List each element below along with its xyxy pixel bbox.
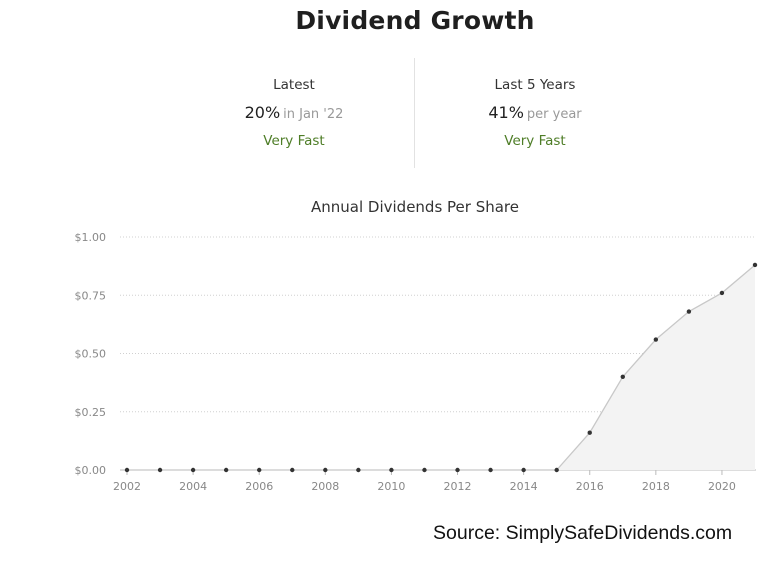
data-point xyxy=(422,467,427,473)
stat-last5-value-row: 41% per year xyxy=(415,103,655,122)
data-point xyxy=(323,467,328,473)
chart-title: Annual Dividends Per Share xyxy=(311,198,519,216)
stats-panel: Latest 20% in Jan '22 Very Fast Last 5 Ye… xyxy=(174,58,656,168)
data-point xyxy=(554,467,559,473)
x-tick-label: 2008 xyxy=(311,480,339,493)
data-point xyxy=(124,467,130,473)
y-tick-label: $0.00 xyxy=(75,464,107,477)
y-tick-label: $0.50 xyxy=(75,348,107,361)
x-tick-label: 2012 xyxy=(444,480,472,493)
stat-latest-label: Latest xyxy=(273,77,315,93)
data-point xyxy=(620,374,625,379)
stat-last5-suffix: per year xyxy=(526,107,582,122)
data-point xyxy=(752,262,758,268)
x-tick-label: 2016 xyxy=(576,480,604,493)
page-title: Dividend Growth xyxy=(295,6,535,35)
dividends-chart: $0.00 $0.25 $0.50 $0.75 $1.00 2002 2004 2006 200… xyxy=(75,231,758,493)
x-tick-label: 2010 xyxy=(377,480,405,493)
data-point xyxy=(257,467,262,473)
x-tick-label: 2014 xyxy=(510,480,538,493)
y-tick-label: $0.25 xyxy=(75,406,107,419)
series-line xyxy=(127,264,756,471)
stat-latest-rating: Very Fast xyxy=(263,133,325,149)
y-tick-label: $1.00 xyxy=(75,231,107,244)
data-point xyxy=(223,467,229,473)
stats-divider xyxy=(414,58,415,168)
stat-last5-label: Last 5 Years xyxy=(494,77,576,93)
data-point xyxy=(521,467,526,473)
y-tick-label: $0.75 xyxy=(75,289,107,302)
stat-latest-value: 20% xyxy=(244,103,281,122)
stat-last5-rating: Very Fast xyxy=(504,133,566,149)
data-point xyxy=(356,467,361,473)
data-point xyxy=(190,467,196,473)
source-credit: Source: SimplySafeDividends.com xyxy=(433,522,733,544)
stat-latest-suffix: in Jan '22 xyxy=(283,107,344,122)
x-tick-label: 2018 xyxy=(642,480,670,493)
x-tick-label: 2006 xyxy=(245,480,273,493)
data-point xyxy=(488,467,493,473)
data-point xyxy=(389,467,394,473)
x-tick-label: 2020 xyxy=(708,480,736,493)
data-point xyxy=(719,290,725,296)
stat-last5-value: 41% xyxy=(488,103,524,122)
x-tick-label: 2004 xyxy=(179,480,207,493)
data-point xyxy=(455,467,460,473)
x-tick-label: 2002 xyxy=(113,480,141,493)
data-point xyxy=(290,467,295,473)
data-point xyxy=(653,337,659,342)
stat-latest-value-row: 20% in Jan '22 xyxy=(174,103,414,122)
data-point xyxy=(587,430,592,435)
data-point xyxy=(157,467,163,473)
data-point xyxy=(686,309,692,314)
